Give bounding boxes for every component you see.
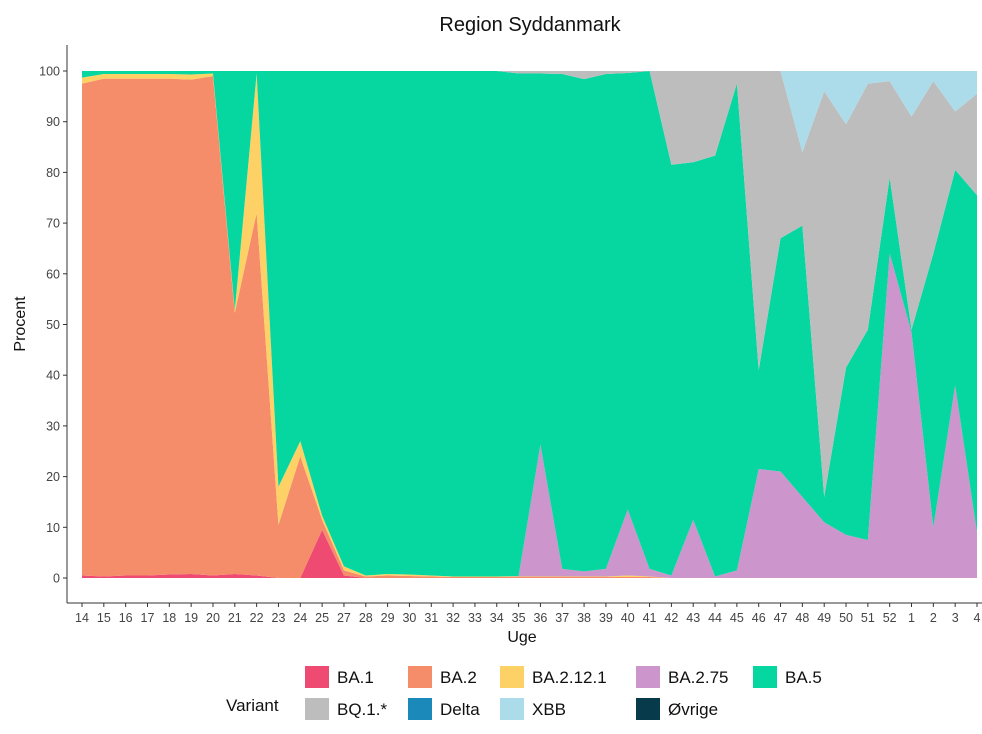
- area-ba-5: [82, 71, 977, 577]
- x-tick-label: 20: [206, 611, 220, 625]
- y-tick-label: 40: [46, 369, 60, 383]
- x-tick-label: 42: [664, 611, 678, 625]
- legend-item-xbb: XBB: [500, 698, 566, 720]
- legend-item-ba-1: BA.1: [305, 666, 374, 688]
- x-tick-label: 50: [839, 611, 853, 625]
- legend-swatch: [500, 698, 524, 720]
- legend-item-ba-2-12-1: BA.2.12.1: [500, 666, 607, 688]
- x-tick-label: 19: [184, 611, 198, 625]
- area-ba-2-75: [82, 73, 977, 578]
- x-tick-label: 46: [752, 611, 766, 625]
- x-tick-label: 16: [119, 611, 133, 625]
- legend-item-ba-2: BA.2: [408, 666, 477, 688]
- y-tick-label: 0: [53, 572, 60, 586]
- area-bq-1: [82, 71, 977, 497]
- area-ba-2: [82, 76, 977, 578]
- x-tick-label: 2: [930, 611, 937, 625]
- x-tick-label: 49: [817, 611, 831, 625]
- x-tick-label: 33: [468, 611, 482, 625]
- legend-swatch: [305, 698, 329, 720]
- x-tick-label: 21: [228, 611, 242, 625]
- x-tick-label: 22: [250, 611, 264, 625]
- legend-label: BQ.1.*: [337, 700, 387, 719]
- x-tick-label: 32: [446, 611, 460, 625]
- legend-label: BA.5: [785, 668, 822, 687]
- x-tick-label: 44: [708, 611, 722, 625]
- legend-item-delta: Delta: [408, 698, 480, 720]
- legend-item--vrige: Øvrige: [636, 698, 718, 720]
- x-tick-label: 1: [908, 611, 915, 625]
- x-axis-title: Uge: [507, 629, 536, 646]
- legend: Variant BA.1 BA.2 BA.2.12.1 BA.2.75 BA.5 BQ.1…: [226, 666, 822, 720]
- legend-title: Variant: [226, 696, 279, 715]
- x-tick-label: 45: [730, 611, 744, 625]
- x-tick-label: 3: [952, 611, 959, 625]
- y-tick-label: 50: [46, 318, 60, 332]
- legend-swatch: [408, 698, 432, 720]
- legend-item-bq-1: BQ.1.*: [305, 698, 387, 720]
- legend-swatch: [636, 698, 660, 720]
- y-tick-label: 90: [46, 115, 60, 129]
- x-tick-label: 24: [293, 611, 307, 625]
- x-tick-label: 37: [555, 611, 569, 625]
- plot-area: [67, 45, 982, 603]
- x-tick-label: 29: [381, 611, 395, 625]
- x-tick-label: 23: [272, 611, 286, 625]
- legend-swatch: [500, 666, 524, 688]
- x-tick-label: 27: [337, 611, 351, 625]
- x-tick-label: 36: [533, 611, 547, 625]
- x-tick-label: 17: [141, 611, 155, 625]
- legend-label: XBB: [532, 700, 566, 719]
- y-tick-label: 20: [46, 470, 60, 484]
- y-tick-label: 100: [39, 65, 60, 79]
- legend-item-ba-5: BA.5: [753, 666, 822, 688]
- y-tick-label: 30: [46, 419, 60, 433]
- x-tick-label: 48: [795, 611, 809, 625]
- x-tick-label: 43: [686, 611, 700, 625]
- x-tick-label: 15: [97, 611, 111, 625]
- x-tick-label: 41: [643, 611, 657, 625]
- x-tick-label: 39: [599, 611, 613, 625]
- area-xbb: [82, 71, 977, 153]
- x-tick-label: 18: [162, 611, 176, 625]
- legend-swatch: [408, 666, 432, 688]
- x-tick-label: 25: [315, 611, 329, 625]
- x-tick-label: 40: [621, 611, 635, 625]
- x-axis: 14 15 16 17 18 19 20 21 22 23 24 25 27 28 29 30 31 32 33 34…: [67, 602, 982, 625]
- x-tick-label: 4: [974, 611, 981, 625]
- legend-label: Delta: [440, 700, 480, 719]
- x-tick-label: 14: [75, 611, 89, 625]
- legend-label: BA.2.75: [668, 668, 729, 687]
- x-tick-label: 47: [774, 611, 788, 625]
- legend-label: BA.2.12.1: [532, 668, 607, 687]
- legend-swatch: [305, 666, 329, 688]
- x-tick-label: 52: [883, 611, 897, 625]
- x-tick-label: 51: [861, 611, 875, 625]
- y-tick-label: 60: [46, 267, 60, 281]
- legend-label: BA.2: [440, 668, 477, 687]
- y-axis-title: Procent: [12, 296, 29, 352]
- x-tick-label: 28: [359, 611, 373, 625]
- x-tick-label: 30: [402, 611, 416, 625]
- y-tick-label: 70: [46, 217, 60, 231]
- area-ba-1: [82, 529, 977, 578]
- legend-item-ba-2-75: BA.2.75: [636, 666, 729, 688]
- y-axis: 0 10 20 30 40 50 60 70 80 90 100: [39, 45, 68, 603]
- y-tick-label: 80: [46, 166, 60, 180]
- y-tick-label: 10: [46, 521, 60, 535]
- x-tick-label: 38: [577, 611, 591, 625]
- legend-label: Øvrige: [668, 700, 718, 719]
- legend-swatch: [636, 666, 660, 688]
- chart-title: Region Syddanmark: [439, 14, 621, 36]
- x-tick-label: 31: [424, 611, 438, 625]
- legend-swatch: [753, 666, 777, 688]
- legend-label: BA.1: [337, 668, 374, 687]
- x-tick-label: 35: [512, 611, 526, 625]
- x-tick-label: 34: [490, 611, 504, 625]
